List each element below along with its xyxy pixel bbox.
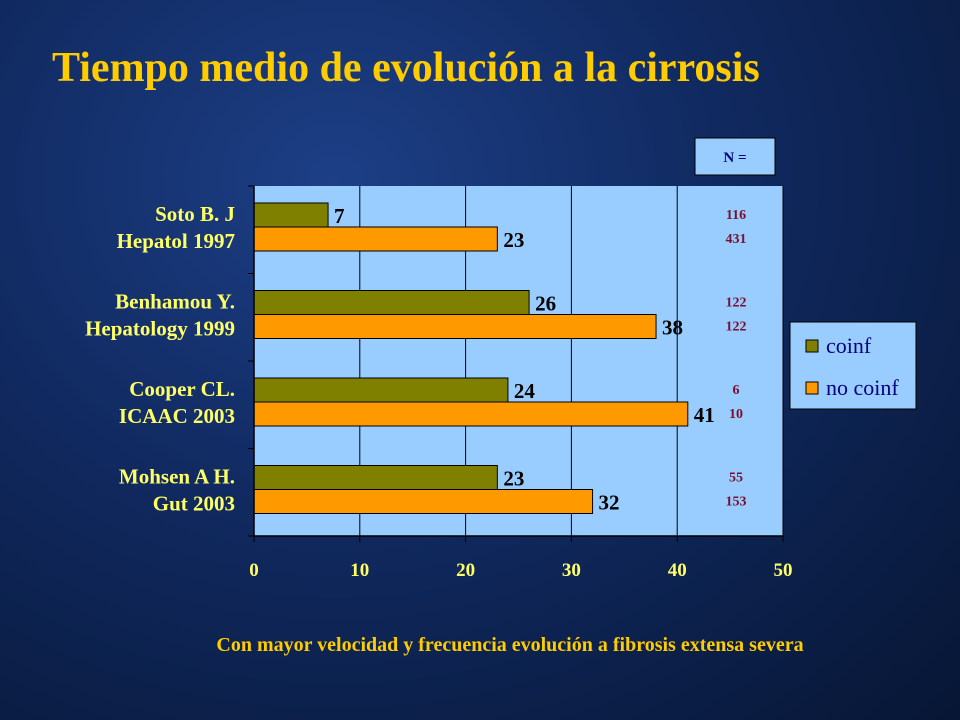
category-label-line2: Hepatol 1997 [117,229,235,253]
bar-no-coinf [253,226,498,252]
x-tick-label: 40 [668,560,687,581]
n-value: 153 [726,495,747,510]
x-tick-label: 0 [249,560,259,581]
category-label-line1: Soto B. J [155,202,235,226]
legend-label: no coinf [826,375,899,400]
bar-coinf [253,377,509,403]
x-tick-label: 20 [456,560,475,581]
x-tick-label: 50 [774,560,793,581]
slide-title: Tiempo medio de evolución a la cirrosis [52,45,760,91]
legend: coinf no coinf [789,321,917,410]
footer-note: Con mayor velocidad y frecuencia evoluci… [216,634,804,656]
bar-coinf [253,202,329,228]
n-value: 122 [726,320,747,335]
n-value: 6 [733,383,740,398]
x-tick-label: 30 [562,560,581,581]
category-label-line2: ICAAC 2003 [119,404,235,428]
bar-value-label: 32 [599,491,620,515]
n-value: 122 [726,296,747,311]
bar-coinf [253,290,530,315]
bar-no-coinf [253,401,689,427]
category-label-line1: Mohsen A H. [119,465,235,489]
n-header: N = [694,137,776,176]
legend-label: coinf [826,333,872,358]
legend-swatch-coinf [805,339,819,353]
bar-value-label: 41 [694,403,715,427]
legend-swatch-no-coinf [805,381,819,395]
bar-coinf [253,465,498,490]
bar-value-label: 26 [535,292,556,316]
bar-no-coinf [253,489,594,514]
category-label-line1: Cooper CL. [129,377,235,401]
axes: 0 10 20 30 40 50 [248,185,793,581]
n-value: 10 [729,407,743,422]
category-label-line2: Hepatology 1999 [85,317,235,341]
n-header-box [694,137,776,176]
x-tick-label: 10 [350,560,369,581]
bar-value-label: 23 [503,467,524,491]
bar-value-label: 7 [334,204,345,228]
category-label-line1: Benhamou Y. [115,290,235,314]
n-header-label: N = [723,150,746,166]
bar-value-label: 38 [662,316,683,340]
n-value: 116 [726,208,746,223]
n-value: 55 [729,471,743,486]
bar-value-label: 23 [503,228,524,252]
labels: 7 23 Soto B. J Hepatol 1997 26 38 Benhamou Y. H… [85,202,715,516]
n-values: 116 431 122 122 6 10 55 153 [726,208,747,510]
n-value: 431 [726,232,747,247]
bar-no-coinf [253,314,657,339]
bar-value-label: 24 [514,379,536,403]
category-label-line2: Gut 2003 [153,492,235,516]
